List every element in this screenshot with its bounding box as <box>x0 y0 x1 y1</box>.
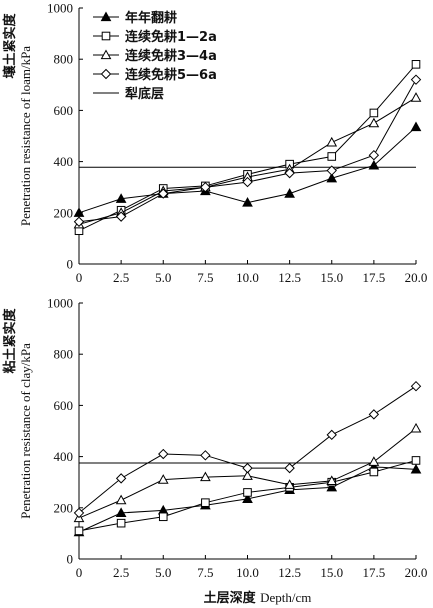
clay-x-tick-label: 2.5 <box>113 565 129 580</box>
clay-series-2-point <box>369 467 379 477</box>
clay-x-tick-label: 5.0 <box>155 565 171 580</box>
loam-x-tick-label: 20.0 <box>405 270 428 285</box>
loam-x-tick-label: 10.0 <box>236 270 259 285</box>
loam-series-4-point <box>368 149 380 161</box>
clay-series-3-point <box>242 470 253 480</box>
x-axis-label-cn: 土层深度 <box>204 590 261 606</box>
clay-series-4-point <box>284 462 295 474</box>
loam-y-tick-label: 600 <box>54 103 74 118</box>
loam-y-tick-label: 800 <box>54 52 74 67</box>
loam-series-2-point <box>369 108 379 118</box>
loam-x-tick-label: 0 <box>76 270 83 285</box>
x-axis-label-en: Depth/cm <box>260 590 311 605</box>
loam-series-3-point <box>368 117 380 128</box>
loam-series-4-point <box>200 181 211 193</box>
clay-series-3-point <box>284 479 295 489</box>
loam-series-1-point <box>73 207 85 217</box>
loam-series-1-point <box>242 197 253 207</box>
clay-series-3-point <box>410 422 422 433</box>
clay-x-tick-label: 17.5 <box>363 565 386 580</box>
loam-y-tick-label: 400 <box>54 154 74 169</box>
clay-x-tick-label: 15.0 <box>320 565 343 580</box>
legend-label: 犁底层 <box>125 86 164 102</box>
clay-series-1-point <box>115 507 127 518</box>
clay-x-tick-label: 20.0 <box>405 565 428 580</box>
loam-series-3-point <box>326 136 338 147</box>
clay-x-tick-label: 0 <box>76 565 83 580</box>
clay-y-tick-label: 0 <box>67 552 74 567</box>
legend-marker <box>100 49 112 60</box>
loam-series-2-point <box>411 60 421 69</box>
loam-x-tick-label: 15.0 <box>320 270 343 285</box>
legend-label: 连续免耕5—6a <box>125 67 217 83</box>
clay-series-4-point <box>115 473 127 484</box>
loam-series-4-point <box>115 211 127 222</box>
legend-label: 年年翻耕 <box>125 10 177 26</box>
loam-series-2-point <box>327 152 337 161</box>
loam-x-tick-label: 12.5 <box>278 270 301 285</box>
clay-series-3-point <box>115 494 127 505</box>
clay-y-tick-label: 600 <box>54 398 74 413</box>
loam-series-4-point <box>73 216 85 227</box>
loam-y-tick-label: 1000 <box>47 1 73 16</box>
clay-ylabel-cn: 粘土紧实度 <box>2 308 18 375</box>
clay-series-1-point <box>242 493 253 503</box>
legend-marker <box>101 31 111 41</box>
clay-y-tick-label: 800 <box>54 347 74 362</box>
clay-series-3-point <box>326 475 338 486</box>
loam-series-1-point <box>410 121 422 132</box>
clay-series-4-point <box>368 409 380 420</box>
clay-series-3-point <box>368 456 380 466</box>
legend-marker <box>100 68 112 80</box>
clay-x-tick-label: 12.5 <box>278 565 301 580</box>
loam-series-4-point <box>326 165 337 176</box>
loam-series-3-point <box>410 92 422 102</box>
loam-series-1-point <box>115 193 127 203</box>
loam-y-tick-label: 0 <box>67 257 74 272</box>
clay-series-2-point <box>201 498 210 507</box>
clay-series-2-point <box>411 456 421 465</box>
clay-series-2-point <box>243 488 252 497</box>
legend-label: 连续免耕3—4a <box>125 48 217 64</box>
clay-series-4-point <box>410 380 422 392</box>
clay-series-1-point <box>410 463 422 474</box>
clay-ylabel-en: Penetration resistance of clay/kPa <box>18 343 33 519</box>
legend-marker <box>100 11 112 22</box>
loam-series-1-point <box>284 188 295 198</box>
loam-series-1-point <box>326 172 338 183</box>
clay-series-4-point <box>200 450 211 461</box>
clay-x-tick-label: 7.5 <box>197 565 213 580</box>
loam-ylabel-cn: 壤土紧实度 <box>2 13 18 79</box>
loam-series-4-point <box>242 176 253 188</box>
loam-series-4-point <box>284 167 295 179</box>
loam-x-tick-label: 7.5 <box>197 270 213 285</box>
clay-series-4-point <box>326 429 337 441</box>
clay-series-1-point <box>326 481 338 492</box>
loam-x-tick-label: 5.0 <box>155 270 171 285</box>
loam-x-tick-label: 17.5 <box>363 270 386 285</box>
loam-ylabel-en: Penetration resistance of loam/kPa <box>18 46 33 226</box>
x-axis-label: 土层深度 Depth/cm <box>204 590 312 606</box>
clay-y-tick-label: 200 <box>54 500 74 515</box>
clay-series-4-point <box>158 448 169 460</box>
loam-series-1-point <box>368 159 380 170</box>
clay-series-2-point <box>158 512 168 522</box>
clay-y-tick-label: 1000 <box>47 296 73 311</box>
clay-x-tick-label: 10.0 <box>236 565 259 580</box>
clay-series-3-point <box>157 474 169 484</box>
loam-x-tick-label: 2.5 <box>113 270 129 285</box>
clay-series-3-point <box>200 471 211 482</box>
loam-series-4-point <box>158 188 169 199</box>
legend-label: 连续免耕1—2a <box>125 29 217 45</box>
loam-y-tick-label: 200 <box>54 205 74 220</box>
loam-series-4-point <box>410 74 422 85</box>
clay-series-4-point <box>73 507 85 519</box>
clay-y-tick-label: 400 <box>54 449 74 464</box>
clay-series-4-point <box>242 462 253 474</box>
clay-series-2-point <box>74 526 84 536</box>
clay-series-2-point <box>116 518 126 528</box>
